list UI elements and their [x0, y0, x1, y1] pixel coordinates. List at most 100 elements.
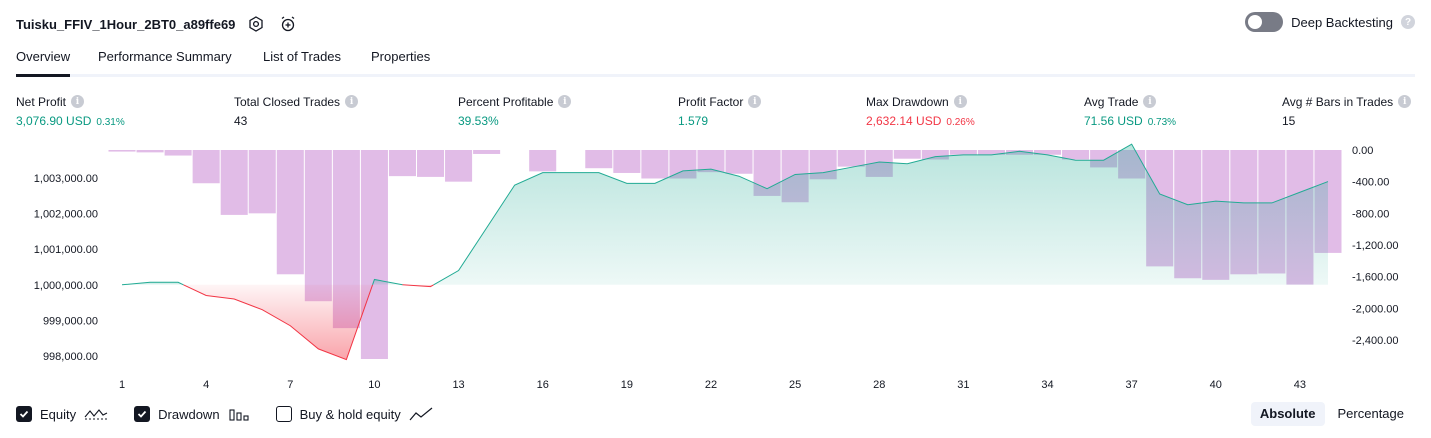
tab-properties[interactable]: Properties [371, 49, 431, 64]
equity-loss-area [183, 284, 373, 360]
legend-drawdown-label: Drawdown [158, 406, 220, 422]
legend-equity-label: Equity [40, 406, 77, 422]
drawdown-bar [445, 150, 473, 182]
equity-line [121, 281, 184, 286]
tab-list-of-trades[interactable]: List of Trades [263, 49, 342, 64]
stat-net-profit: Net Profit i 3,076.90 USD 0.31% [16, 94, 125, 129]
info-icon[interactable]: i [953, 95, 967, 108]
drawdown-bar [417, 150, 445, 177]
stat-percent: 0.31% [96, 117, 125, 128]
stat-label: Net Profit [16, 94, 67, 109]
stat-profit-factor: Profit Factor i 1.579 [678, 94, 762, 128]
legend-buy-hold-label: Buy & hold equity [299, 406, 401, 422]
info-icon[interactable]: i [345, 95, 359, 108]
x-axis-tick: 34 [1041, 379, 1053, 391]
equity-chart[interactable]: 998,000.00 999,000.00 1,000,000.00 1,001,00… [0, 140, 1431, 400]
stat-value: 71.56 USD [1084, 114, 1143, 128]
info-icon[interactable]: i [748, 95, 762, 108]
drawdown-bar [1062, 150, 1090, 160]
drawdown-checkbox[interactable] [134, 406, 151, 422]
drawdown-bar [529, 150, 557, 172]
drawdown-bar [388, 150, 416, 177]
stat-value: 2,632.14 USD [866, 114, 942, 128]
x-axis-tick: 22 [705, 379, 717, 391]
drawdown-bar [360, 150, 388, 359]
info-icon[interactable]: i [1398, 95, 1412, 108]
right-axis-tick: -800.00 [1352, 208, 1389, 220]
stat-label: Avg # Bars in Trades [1282, 94, 1394, 109]
drawdown-bar [164, 150, 192, 156]
x-axis-tick: 37 [1126, 379, 1138, 391]
drawdown-bar [304, 150, 332, 302]
left-axis-tick: 1,003,000.00 [34, 173, 98, 185]
drawdown-bar [108, 150, 136, 152]
alarm-clock-add-icon[interactable] [277, 13, 299, 35]
legend-drawdown[interactable]: Drawdown [134, 406, 249, 422]
tab-overview[interactable]: Overview [16, 49, 71, 77]
drawdown-bar [725, 150, 753, 174]
buy-hold-line-icon [409, 407, 433, 421]
legend-equity[interactable]: Equity [16, 406, 108, 422]
stat-percent-profitable: Percent Profitable i 39.53% [458, 94, 572, 128]
stat-avg-trade: Avg Trade i 71.56 USD 0.73% [1084, 94, 1177, 129]
left-axis-tick: 1,000,000.00 [34, 280, 98, 292]
drawdown-bar [837, 150, 865, 167]
tab-performance-summary[interactable]: Performance Summary [98, 49, 232, 64]
drawdown-bar [949, 150, 977, 155]
stat-max-drawdown: Max Drawdown i 2,632.14 USD 0.26% [866, 94, 975, 129]
strategy-title: Tuisku_FFIV_1Hour_2BT0_a89ffe69 [16, 16, 236, 32]
stat-total-closed-trades: Total Closed Trades i 43 [234, 94, 359, 128]
info-icon[interactable]: i [71, 95, 85, 108]
drawdown-bars-icon [229, 409, 249, 421]
x-axis-tick: 16 [537, 379, 549, 391]
left-axis-tick: 999,000.00 [43, 315, 98, 327]
stat-label: Total Closed Trades [234, 94, 341, 109]
stat-label: Avg Trade [1084, 94, 1139, 109]
x-axis-tick: 13 [452, 379, 464, 391]
deep-backtesting-toggle[interactable] [1245, 12, 1284, 32]
drawdown-bar [1034, 150, 1062, 155]
stat-label: Profit Factor [678, 94, 744, 109]
left-axis-tick: 998,000.00 [43, 351, 98, 363]
equity-loss-line [402, 284, 434, 288]
x-axis-tick: 10 [368, 379, 380, 391]
right-axis-tick: -1,600.00 [1352, 272, 1398, 284]
equity-line [372, 278, 403, 286]
tab-bar: Overview Performance Summary List of Tra… [16, 46, 1415, 77]
chart-legend: Equity Drawdown Buy & hold equity [16, 402, 459, 426]
stat-value: 15 [1282, 114, 1296, 128]
mode-absolute[interactable]: Absolute [1250, 402, 1325, 426]
right-axis-tick: -1,200.00 [1352, 240, 1398, 252]
equity-line-icon [84, 409, 108, 420]
stat-value: 39.53% [458, 114, 499, 128]
right-axis-tick: -2,400.00 [1352, 335, 1398, 347]
value-mode-switch: Absolute Percentage [1250, 402, 1413, 426]
equity-line [433, 143, 1329, 286]
drawdown-bar [473, 150, 501, 154]
stat-label: Percent Profitable [458, 94, 554, 109]
info-icon[interactable]: i [558, 95, 572, 108]
stat-value: 3,076.90 USD [16, 114, 92, 128]
info-icon[interactable]: i [1143, 95, 1157, 108]
right-axis-tick: -2,000.00 [1352, 303, 1398, 315]
equity-checkbox[interactable] [16, 406, 32, 422]
stat-label: Max Drawdown [866, 94, 949, 109]
deep-backtesting: Deep Backtesting ? [1245, 12, 1415, 32]
settings-icon[interactable] [245, 13, 267, 35]
x-axis-tick: 19 [621, 379, 633, 391]
buy-hold-checkbox[interactable] [275, 406, 292, 422]
x-axis-tick: 4 [203, 379, 209, 391]
drawdown-bar [697, 150, 725, 173]
mode-percentage[interactable]: Percentage [1337, 406, 1405, 421]
stat-percent: 0.73% [1147, 117, 1177, 128]
drawdown-bar [276, 150, 304, 275]
x-axis-tick: 7 [287, 379, 293, 391]
right-axis-tick: -400.00 [1352, 177, 1389, 189]
drawdown-bar [136, 150, 164, 153]
equity-loss-line [183, 284, 374, 361]
x-axis-tick: 1 [119, 379, 125, 391]
help-icon[interactable]: ? [1401, 15, 1415, 29]
drawdown-bar [248, 150, 276, 214]
x-axis-tick: 43 [1294, 379, 1306, 391]
legend-buy-hold[interactable]: Buy & hold equity [275, 406, 433, 422]
